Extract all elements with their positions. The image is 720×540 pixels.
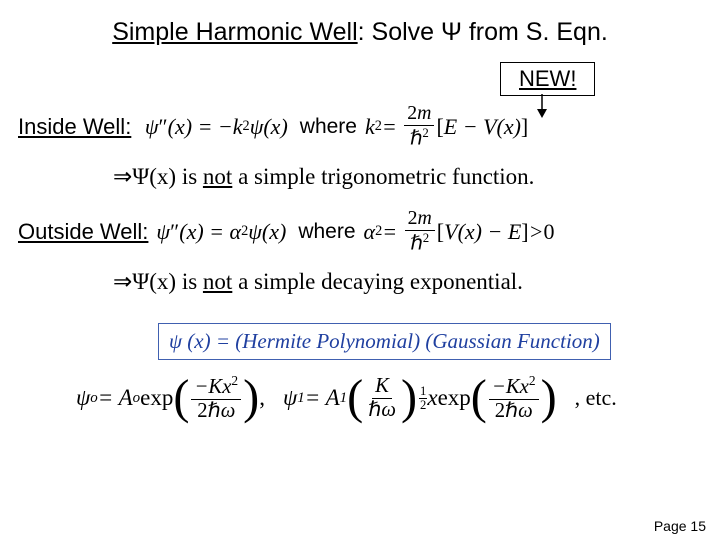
outside-a2-def: α2 = 2m ℏ2 [V(x) − E] > 0 xyxy=(364,208,555,255)
slide-title: Simple Harmonic Well: Solve Ψ from S. Eq… xyxy=(18,18,702,47)
outside-well-label: Outside Well: xyxy=(18,219,148,245)
wavefunction-states: ψo = Ao exp ( −Kx2 2ℏω ) , ψ1 = A1 ( K ℏ… xyxy=(76,374,702,422)
inside-conc-not: not xyxy=(203,164,232,189)
slide: Simple Harmonic Well: Solve Ψ from S. Eq… xyxy=(0,0,720,540)
implies-icon: ⇒ xyxy=(113,164,132,189)
page-number: Page 15 xyxy=(654,518,706,534)
inside-well-label: Inside Well: xyxy=(18,114,131,140)
down-arrow-icon xyxy=(535,94,549,118)
inside-conc-psi: Ψ(x) xyxy=(132,164,176,189)
title-underlined: Simple Harmonic Well xyxy=(112,18,357,46)
inside-conclusion: ⇒Ψ(x) is not a simple trigonometric func… xyxy=(113,164,702,190)
outside-eq-lhs: ψ″(x) = α2ψ(x) xyxy=(156,219,286,245)
psi1-expression: ψ1 = A1 ( K ℏω ) 12 x exp ( −Kx2 2ℏω ) xyxy=(283,374,557,422)
outside-well-row: Outside Well: ψ″(x) = α2ψ(x) where α2 = … xyxy=(18,208,702,255)
inside-where: where xyxy=(300,115,357,139)
outside-conc-not: not xyxy=(203,269,232,294)
outside-where: where xyxy=(298,220,355,244)
title-rest: : Solve Ψ from S. Eqn. xyxy=(358,18,608,46)
inside-well-row: Inside Well: ψ″(x) = −k2ψ(x) where k2 = … xyxy=(18,103,702,150)
implies-icon-2: ⇒ xyxy=(113,269,132,294)
new-badge: NEW! xyxy=(500,62,595,96)
psi0-expression: ψo = Ao exp ( −Kx2 2ℏω ) , xyxy=(76,374,265,422)
hermite-box: ψ (x) = (Hermite Polynomial) (Gaussian F… xyxy=(158,323,611,360)
outside-conc-m2: a simple decaying exponential. xyxy=(232,269,523,294)
inside-conc-m2: a simple trigonometric function. xyxy=(232,164,534,189)
inside-k2-def: k2 = 2m ℏ2 [E − V(x)] xyxy=(365,103,528,150)
inside-conc-m1: is xyxy=(176,164,203,189)
inside-eq-lhs: ψ″(x) = −k2ψ(x) xyxy=(139,114,287,140)
outside-conc-m1: is xyxy=(176,269,203,294)
outside-conclusion: ⇒Ψ(x) is not a simple decaying exponenti… xyxy=(113,269,702,295)
outside-conc-psi: Ψ(x) xyxy=(132,269,176,294)
etc-text: , etc. xyxy=(575,385,617,411)
